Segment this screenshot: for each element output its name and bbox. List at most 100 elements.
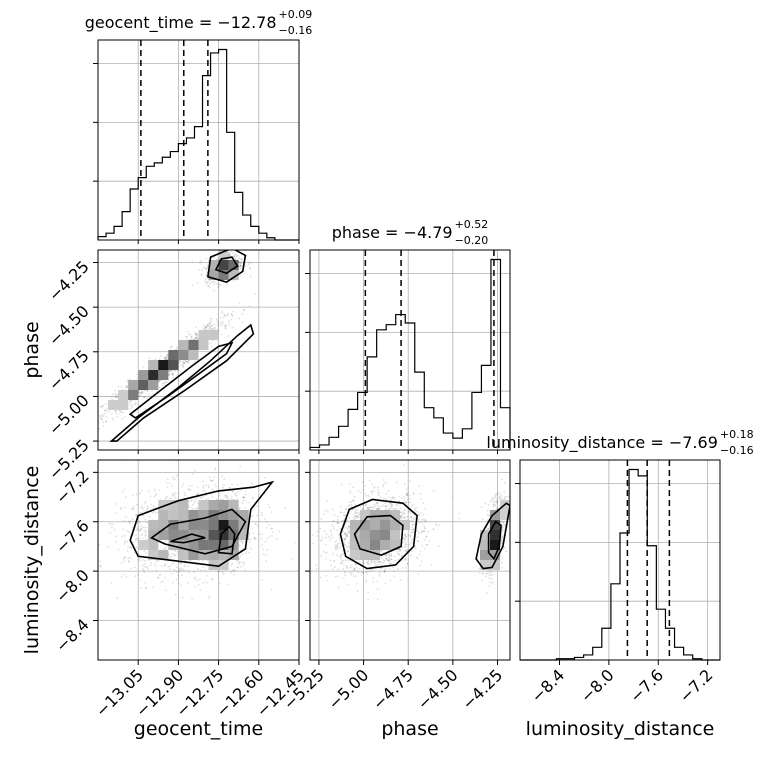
- sample-point: [182, 569, 185, 572]
- sample-point: [231, 314, 234, 317]
- sample-point: [144, 587, 147, 589]
- sample-point: [238, 507, 241, 509]
- sample-point: [99, 405, 102, 408]
- sample-point: [194, 337, 197, 339]
- sample-point: [139, 558, 141, 560]
- sample-point: [382, 483, 385, 486]
- sample-point: [319, 527, 322, 530]
- sample-point: [138, 520, 141, 523]
- sample-point: [113, 528, 116, 531]
- sample-point: [140, 528, 142, 531]
- panel-frame: [97, 459, 300, 661]
- sample-point: [209, 327, 212, 329]
- sample-point: [412, 493, 415, 495]
- sample-point: [155, 565, 157, 567]
- sample-point: [114, 394, 117, 397]
- sample-point: [145, 526, 148, 529]
- sample-point: [169, 496, 172, 499]
- sample-point: [245, 547, 248, 550]
- sample-point: [382, 497, 385, 500]
- sample-point: [190, 506, 193, 509]
- sample-point: [242, 564, 245, 566]
- sample-point: [117, 548, 120, 551]
- sample-point: [200, 496, 202, 499]
- sample-point: [195, 336, 198, 339]
- sample-point: [129, 522, 131, 525]
- sample-point: [201, 269, 204, 272]
- sample-point: [249, 275, 252, 278]
- sample-point: [197, 583, 200, 586]
- sample-point: [208, 321, 211, 324]
- sample-point: [120, 507, 123, 510]
- sample-point: [194, 500, 197, 503]
- sample-point: [264, 540, 267, 543]
- sample-point: [98, 543, 101, 546]
- sample-point: [305, 528, 307, 530]
- sample-point: [376, 489, 379, 491]
- sample-point: [196, 497, 199, 500]
- sample-point: [120, 411, 123, 413]
- sample-point: [336, 546, 338, 549]
- sample-point: [171, 492, 174, 495]
- sample-point: [349, 482, 351, 485]
- sample-point: [227, 335, 230, 338]
- sample-point: [173, 554, 176, 557]
- density-cell: [218, 510, 229, 520]
- sample-point: [175, 347, 178, 350]
- sample-point: [108, 411, 111, 413]
- sample-point: [164, 355, 167, 358]
- sample-point: [383, 570, 386, 573]
- sample-point: [163, 357, 166, 359]
- sample-point: [227, 321, 230, 324]
- sample-point: [188, 488, 191, 491]
- sample-point: [73, 433, 75, 435]
- sample-point: [233, 570, 236, 572]
- sample-point: [352, 486, 354, 489]
- sample-point: [222, 573, 225, 576]
- sample-point: [200, 569, 202, 572]
- sample-point: [376, 580, 378, 583]
- density-cell: [158, 360, 169, 370]
- sample-point: [340, 483, 343, 486]
- sample-point: [240, 262, 243, 265]
- contour-level-4: [214, 256, 239, 275]
- sample-point: [231, 569, 234, 572]
- sample-point: [412, 503, 415, 506]
- sample-point: [209, 479, 212, 481]
- sample-point: [147, 568, 149, 570]
- sample-point: [242, 496, 245, 499]
- sample-point: [194, 576, 197, 579]
- sample-point: [200, 496, 203, 499]
- sample-point: [140, 506, 143, 509]
- sample-point: [412, 492, 415, 495]
- sample-point: [125, 576, 128, 578]
- sample-point: [226, 495, 228, 498]
- sample-point: [174, 492, 177, 494]
- sample-point: [417, 572, 420, 575]
- sample-point: [204, 326, 207, 329]
- sample-point: [121, 535, 124, 538]
- sample-point: [203, 266, 206, 269]
- sample-point: [370, 490, 373, 493]
- sample-point: [185, 335, 188, 338]
- sample-point: [340, 553, 342, 556]
- sample-point: [125, 516, 127, 518]
- sample-point: [421, 545, 424, 548]
- sample-point: [149, 516, 151, 519]
- sample-point: [145, 552, 148, 554]
- sample-point: [147, 490, 150, 493]
- sample-point: [316, 535, 318, 538]
- density-cell: [168, 510, 179, 520]
- sample-point: [391, 504, 394, 507]
- sample-point: [375, 507, 378, 510]
- sample-point: [392, 507, 395, 510]
- sample-point: [151, 390, 153, 393]
- sample-point: [206, 324, 209, 326]
- sample-point: [252, 496, 255, 499]
- sample-point: [172, 553, 175, 556]
- sample-point: [73, 427, 75, 429]
- sample-point: [260, 537, 263, 540]
- sample-point: [388, 559, 390, 562]
- sample-point: [324, 536, 327, 539]
- sample-point: [208, 476, 211, 478]
